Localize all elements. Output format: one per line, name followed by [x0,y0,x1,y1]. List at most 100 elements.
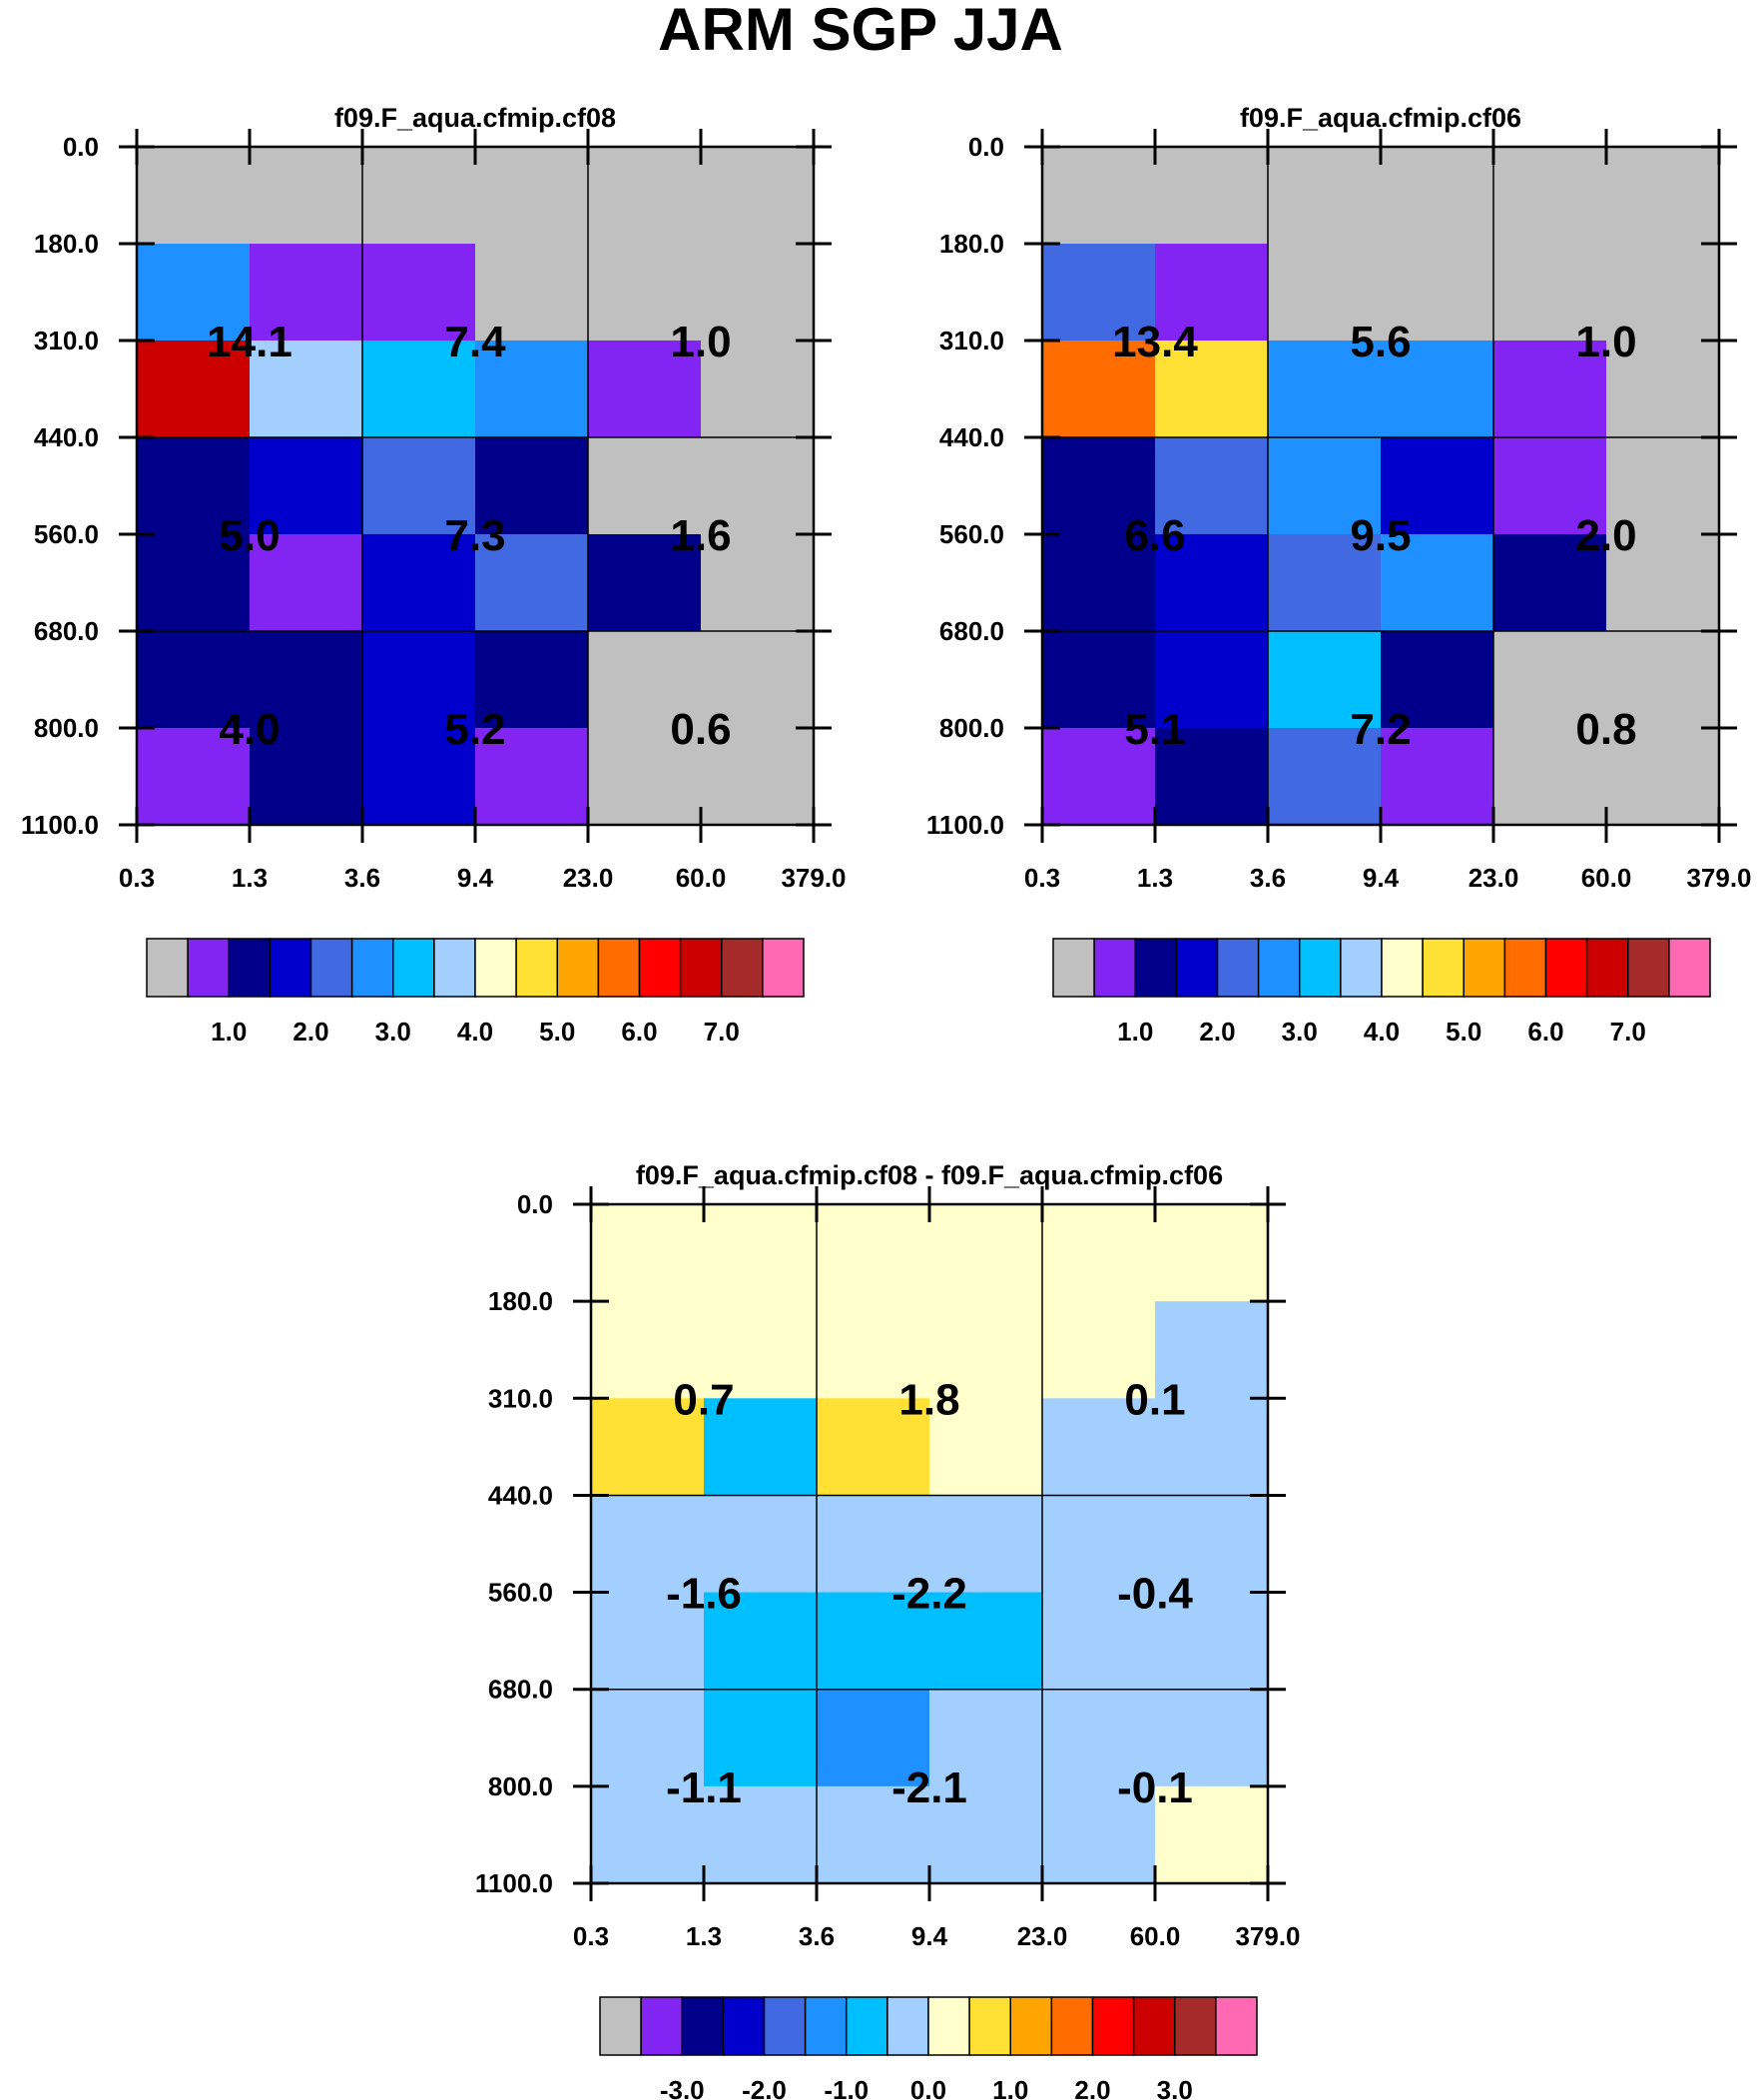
heatmap-cell [817,1301,930,1399]
block-value: 5.6 [1350,318,1411,366]
heatmap-cell [1042,533,1156,632]
heatmap-cell [591,1592,705,1691]
heatmap-cell [591,1495,705,1594]
y-tick-label: 680.0 [34,616,99,646]
y-tick-label: 310.0 [488,1383,553,1413]
block-value: 0.8 [1575,705,1636,754]
y-tick-label: 1100.0 [926,810,1004,840]
x-tick-label: 0.3 [119,863,155,893]
heatmap-cell [137,244,251,342]
block-value: 5.1 [1124,705,1185,754]
heatmap-cell [250,437,363,535]
heatmap-cell [137,727,251,826]
legend-swatch [1422,938,1465,998]
legend-swatch [681,1996,725,2056]
heatmap-cell [250,340,363,438]
legend-label: 6.0 [621,1017,657,1047]
x-tick-label: 0.3 [1024,863,1060,893]
legend-swatch [1463,938,1506,998]
block-value: -2.1 [891,1763,967,1812]
heatmap-cell [817,1785,930,1884]
heatmap-cell [362,147,476,245]
legend-swatch [1050,1996,1094,2056]
heatmap-cell [1493,533,1607,632]
y-tick-label: 560.0 [488,1578,553,1608]
heatmap-cell [137,147,251,245]
heatmap-cell [362,244,476,342]
y-tick-label: 560.0 [34,519,99,549]
legend-swatch [640,1996,683,2056]
heatmap-cell [362,533,476,632]
heatmap-cell [1155,1398,1269,1496]
color-legend: -3.0 -2.0 -1.0 0.0 1.0 2.0 3.0 [599,1996,1258,2100]
legend-label: 1.0 [992,2075,1028,2100]
block-value: 7.4 [444,318,506,366]
heatmap-cell [1268,631,1382,729]
legend-swatch [350,938,394,998]
legend-label: 4.0 [1364,1017,1400,1047]
heatmap-cell [137,340,251,438]
heatmap-cell [591,1689,705,1787]
heatmap-cell [1606,437,1720,535]
panel-1: f09.F_aqua.cfmip.cf08 0.0 180.0 310.0 440.0 5… [21,103,847,1047]
y-tick-label: 180.0 [939,229,1004,259]
y-tick-label: 0.0 [517,1189,553,1219]
legend-swatch [599,1996,642,2056]
x-tick-label: 3.6 [1250,863,1286,893]
heatmap-cell [704,1689,818,1787]
legend-label: -3.0 [660,2075,705,2100]
panel-title: f09.F_aqua.cfmip.cf06 [1240,103,1521,133]
panel-3: f09.F_aqua.cfmip.cf08 - f09.F_aqua.cfmip… [475,1160,1301,2100]
heatmap-cell [588,533,702,632]
heatmap-cell [1606,340,1720,438]
heatmap-cell [1042,147,1156,245]
block-value: -0.4 [1117,1570,1193,1619]
legend-swatch [1009,1996,1053,2056]
heatmap-cell [1381,340,1494,438]
legend-swatch [1668,938,1711,998]
y-tick-label: 0.0 [968,132,1004,162]
heatmap-cell [588,244,702,342]
legend-label: 7.0 [1610,1017,1646,1047]
heatmap-cell [591,1301,705,1399]
heatmap-cell [1381,147,1494,245]
heatmap-cell [1606,631,1720,729]
heatmap-cell [1042,727,1156,826]
heatmap-cell [475,727,589,826]
heatmap-cell [1155,340,1269,438]
y-tick-label: 440.0 [34,422,99,452]
block-value: 2.0 [1575,511,1636,560]
heatmap-cell [1268,533,1382,632]
legend-swatch [1215,1996,1258,2056]
block-value: -1.6 [666,1570,742,1619]
heatmap-cell [1493,147,1607,245]
heatmap-cell [1268,147,1382,245]
heatmap-cell [1155,631,1269,729]
y-tick-label: 180.0 [34,229,99,259]
heatmap-cell [1042,1785,1156,1884]
heatmap-cell [704,1592,818,1691]
heatmap-cell [1606,533,1720,632]
y-tick-label: 180.0 [488,1286,553,1316]
heatmap-cell [1042,1689,1156,1787]
heatmap-cell [137,533,251,632]
heatmap-cell [1268,727,1382,826]
legend-label: 3.0 [1157,2075,1193,2100]
block-value: 7.2 [1350,705,1411,754]
heatmap-cell [591,1204,705,1302]
block-value: 14.1 [207,318,293,366]
legend-swatch [1091,1996,1135,2056]
y-tick-label: 310.0 [939,326,1004,355]
x-tick-label: 0.3 [573,1921,609,1951]
legend-swatch [1216,938,1260,998]
block-value: -0.1 [1117,1763,1193,1812]
x-tick-label: 1.3 [232,863,268,893]
legend-swatch [1257,938,1301,998]
legend-swatch [1132,1996,1176,2056]
heatmap-cell [1155,147,1269,245]
heatmap-cell [701,727,815,826]
heatmap-cell [1606,147,1720,245]
legend-label: 2.0 [1074,2075,1110,2100]
panel-2: f09.F_aqua.cfmip.cf06 0.0 180.0 310.0 440.0 5… [926,103,1752,1047]
